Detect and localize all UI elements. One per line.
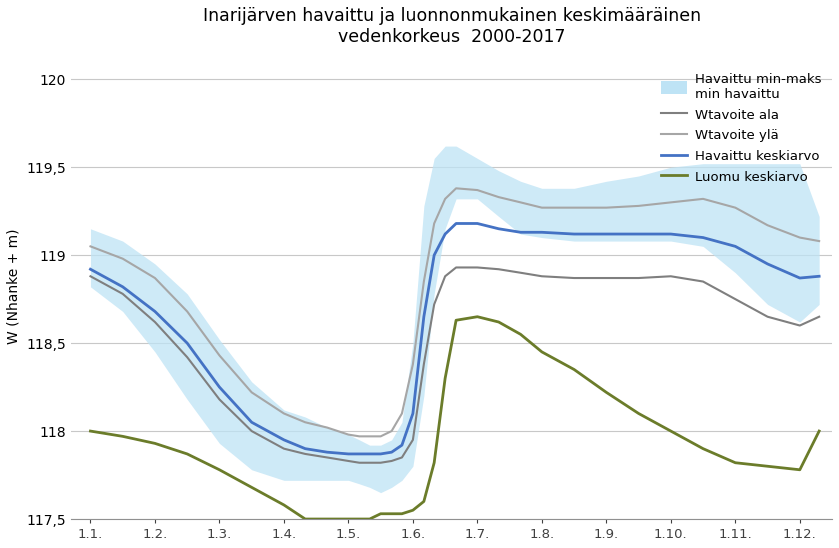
- Title: Inarijärven havaittu ja luonnonmukainen keskimääräinen
vedenkorkeus  2000-2017: Inarijärven havaittu ja luonnonmukainen …: [202, 7, 701, 45]
- Y-axis label: W (Nhanke + m): W (Nhanke + m): [7, 228, 21, 344]
- Legend: Havaittu min-maks
min havaittu, Wtavoite ala, Wtavoite ylä, Havaittu keskiarvo, : Havaittu min-maks min havaittu, Wtavoite…: [657, 69, 826, 188]
